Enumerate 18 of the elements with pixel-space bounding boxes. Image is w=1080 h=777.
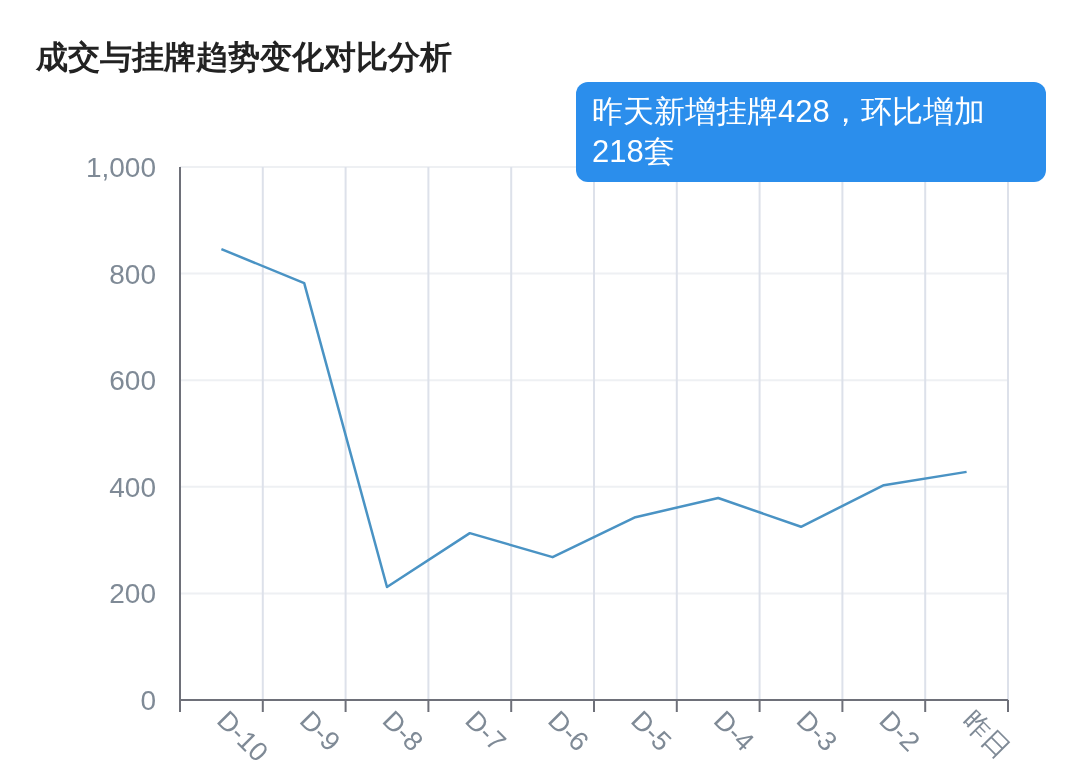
chart-title: 成交与挂牌趋势变化对比分析 xyxy=(36,38,452,77)
x-tick-label: D-3 xyxy=(790,705,843,758)
x-tick-label: D-6 xyxy=(542,705,595,758)
y-tick-label: 400 xyxy=(109,471,156,503)
line-series xyxy=(220,247,968,589)
x-tick-label: D-5 xyxy=(625,705,678,758)
annotation: 昨天新增挂牌428，环比增加218套 xyxy=(576,82,1046,182)
x-tick-label: D-8 xyxy=(376,705,429,758)
y-tick-label: 800 xyxy=(109,258,156,290)
x-tick-label: D-9 xyxy=(293,705,346,758)
x-tick-label: D-2 xyxy=(873,705,926,758)
y-tick-label: 600 xyxy=(109,365,156,397)
x-tick-label: D-4 xyxy=(707,705,760,758)
y-tick-label: 0 xyxy=(140,685,156,716)
y-tick-label: 200 xyxy=(109,578,156,610)
x-tick-label: D-7 xyxy=(459,705,512,758)
y-tick-label: 1,000 xyxy=(85,152,156,183)
x-tick-label: 昨日 xyxy=(956,705,1016,765)
